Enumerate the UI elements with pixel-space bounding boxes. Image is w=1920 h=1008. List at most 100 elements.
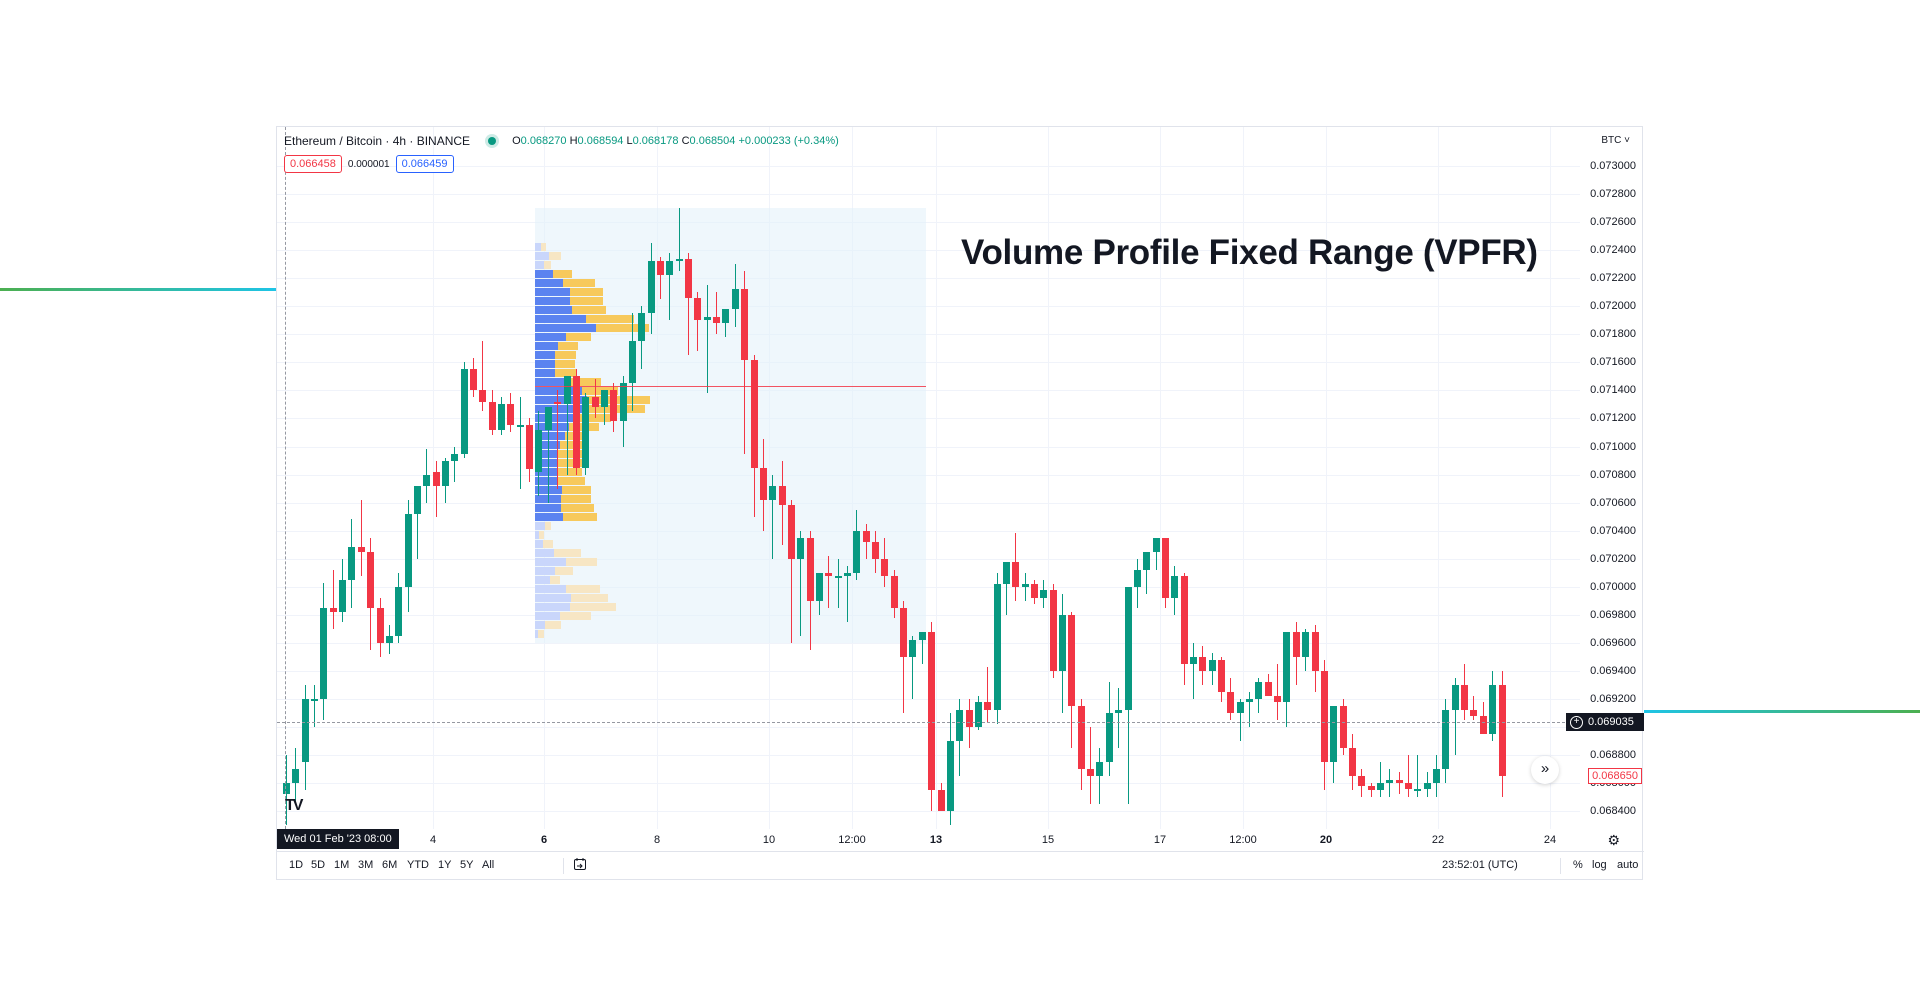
candle-body: [759, 467, 767, 500]
candle-body: [320, 607, 328, 699]
candle-body: [1021, 583, 1029, 587]
volume-profile-up-bar: [535, 306, 572, 315]
candle-body: [563, 376, 571, 405]
candle-body: [1405, 783, 1412, 789]
candle-body: [834, 575, 842, 578]
volume-profile-up-bar: [535, 621, 545, 630]
candle-body: [1012, 561, 1020, 587]
candle-body: [675, 258, 683, 262]
go-to-date-icon[interactable]: [573, 857, 587, 871]
candle-body: [385, 635, 393, 643]
volume-profile-up-bar: [535, 243, 541, 252]
candle-body: [1105, 712, 1113, 763]
candle-wick: [800, 530, 802, 636]
candle-body: [815, 572, 823, 601]
volume-profile-up-bar: [535, 324, 596, 333]
candle-body: [348, 547, 356, 580]
add-alert-plus-icon[interactable]: +: [1570, 715, 1583, 729]
volume-profile-up-bar: [535, 288, 570, 297]
candle-body: [937, 790, 945, 812]
volume-profile-up-bar: [535, 396, 587, 405]
range-button-1y[interactable]: 1Y: [438, 859, 452, 871]
volume-profile-down-bar: [553, 270, 572, 279]
volume-profile-up-bar: [535, 315, 586, 324]
candle-wick: [1408, 755, 1409, 798]
candle-wick: [725, 313, 727, 338]
volume-profile-down-bar: [582, 387, 618, 396]
range-button-5d[interactable]: 5D: [311, 859, 326, 871]
candle-body: [1002, 561, 1010, 584]
currency-selector[interactable]: BTC ˅: [1601, 135, 1630, 146]
percent-scale-toggle[interactable]: %: [1573, 859, 1583, 871]
volume-profile-up-bar: [535, 522, 545, 531]
volume-profile-up-bar: [535, 360, 555, 369]
candle-body: [600, 390, 608, 408]
settings-gear-icon[interactable]: ⚙: [1607, 832, 1620, 848]
candle-body: [1358, 776, 1366, 786]
candle-body: [1133, 569, 1141, 587]
volume-profile-down-bar: [538, 630, 544, 639]
candle-wick: [1398, 771, 1400, 795]
candle-wick: [566, 376, 568, 475]
volume-profile-down-bar: [557, 459, 582, 468]
volume-profile-down-bar: [545, 621, 561, 630]
grid-line: [277, 306, 1580, 308]
grid-line: [277, 558, 1580, 560]
grid-line: [277, 586, 1580, 588]
range-button-ytd[interactable]: YTD: [407, 859, 429, 871]
range-button-3m[interactable]: 3M: [358, 859, 374, 871]
candle-body: [1414, 788, 1422, 791]
range-button-all[interactable]: All: [482, 859, 495, 871]
volume-profile-down-bar: [560, 441, 584, 450]
range-button-5y[interactable]: 5Y: [460, 859, 474, 871]
volume-profile-down-bar: [570, 288, 603, 297]
grid-line: [1160, 127, 1161, 829]
range-button-6m[interactable]: 6M: [382, 859, 398, 871]
time-tick-label: 15: [1041, 834, 1055, 846]
range-button-1d[interactable]: 1D: [289, 859, 304, 871]
candle-body: [339, 579, 347, 612]
candle-body: [1376, 783, 1384, 791]
candle-body: [1311, 631, 1319, 671]
volume-profile-range[interactable]: [535, 208, 926, 643]
range-button-1m[interactable]: 1M: [334, 859, 350, 871]
buy-price-button[interactable]: 0.066459: [395, 155, 454, 173]
candle-body: [1180, 575, 1188, 664]
volume-profile-down-bar: [544, 261, 551, 270]
volume-profile-up-bar: [535, 603, 570, 612]
chart-plot-area[interactable]: Ethereum / Bitcoin · 4h · BINANCE O0.068…: [277, 127, 1580, 829]
grid-line: [277, 334, 1580, 336]
candle-wick: [1239, 698, 1241, 741]
volume-profile-up-bar: [535, 459, 557, 468]
volume-profile-down-bar: [558, 342, 578, 351]
price-tick-label: 0.069800: [1590, 608, 1636, 621]
symbol-title[interactable]: Ethereum / Bitcoin · 4h · BINANCE: [284, 134, 471, 148]
crosshair-price-label[interactable]: + 0.069035: [1566, 713, 1644, 732]
auto-scale-toggle[interactable]: auto: [1617, 859, 1639, 871]
volume-profile-up-bar: [535, 450, 557, 459]
volume-profile-down-bar: [545, 522, 551, 531]
tradingview-logo-icon[interactable]: TV: [285, 797, 304, 814]
sell-price-button[interactable]: 0.066458: [284, 155, 342, 173]
candle-wick: [1155, 540, 1157, 570]
volume-profile-up-bar: [535, 423, 569, 432]
volume-profile-up-bar: [535, 351, 555, 360]
time-tick-label: 20: [1319, 834, 1333, 846]
point-of-control-line: [535, 386, 926, 388]
candle-body: [1143, 551, 1151, 570]
candle-body: [1236, 701, 1244, 713]
price-tick-label: 0.070200: [1590, 552, 1636, 565]
candle-wick: [1249, 691, 1251, 727]
log-scale-toggle[interactable]: log: [1592, 859, 1607, 871]
candle-body: [432, 471, 440, 486]
candle-wick: [828, 555, 830, 608]
scroll-to-realtime-button[interactable]: »: [1531, 756, 1559, 784]
volume-profile-up-bar: [535, 378, 565, 387]
candle-wick: [903, 600, 905, 713]
price-tick-label: 0.070600: [1590, 496, 1636, 509]
bid-ask-row: 0.066458 0.000001 0.066459: [284, 155, 454, 173]
utc-clock[interactable]: 23:52:01 (UTC): [1442, 859, 1518, 871]
grid-line: [277, 502, 1580, 504]
time-axis[interactable]: 4 6 8 10 12:00 13 15 17 12:00 20 22 24 Wed 01 Feb '…: [277, 829, 1644, 852]
price-axis[interactable]: BTC ˅ 0.073000 0.072800 0.072600 0.072400 0.…: [1566, 127, 1644, 829]
